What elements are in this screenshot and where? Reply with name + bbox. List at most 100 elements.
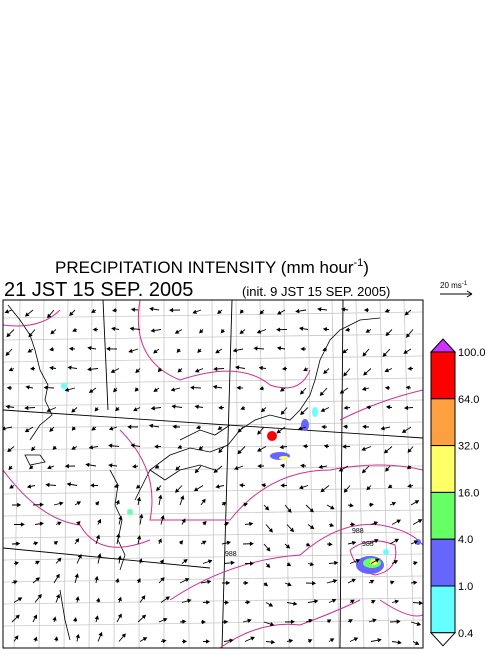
- wind-arrow: [174, 329, 183, 334]
- domain-lines: [3, 300, 423, 648]
- wind-arrow: [169, 307, 181, 313]
- wind-arrow: [34, 521, 45, 526]
- wind-arrow: [342, 348, 349, 354]
- wind-arrow: [139, 513, 144, 525]
- wind-arrow: [215, 484, 225, 489]
- wind-arrow: [24, 405, 36, 411]
- wind-arrow: [25, 385, 34, 390]
- wind-arrow: [64, 463, 76, 469]
- wind-arrow: [46, 407, 57, 413]
- wind-arrow: [128, 348, 139, 353]
- wind-arrow: [401, 426, 412, 433]
- colorbar-segment: [430, 491, 456, 540]
- wind-arrow: [94, 407, 99, 412]
- rain-cell: [301, 419, 309, 431]
- wind-arrow: [72, 327, 78, 332]
- wind-arrow: [412, 561, 418, 566]
- wind-arrow: [410, 540, 419, 545]
- wind-arrow: [300, 346, 307, 352]
- wind-arrow: [135, 484, 141, 489]
- wind-arrow: [383, 446, 393, 454]
- wind-arrow: [410, 580, 418, 585]
- wind-arrow: [33, 636, 38, 642]
- wind-arrow: [95, 534, 101, 545]
- wind-arrow: [244, 561, 255, 566]
- colorbar-segment: [430, 445, 456, 493]
- wind-arrow: [200, 619, 206, 625]
- wind-arrow: [28, 329, 36, 338]
- wind-arrow: [389, 619, 401, 624]
- wind-arrow: [218, 446, 225, 454]
- wind-arrow: [323, 444, 330, 449]
- wind-arrow: [127, 424, 139, 430]
- wind-arrow: [265, 524, 273, 533]
- wind-arrow: [295, 308, 307, 314]
- wind-arrow: [154, 444, 162, 449]
- wind-arrow: [32, 577, 40, 584]
- wind-arrow: [363, 307, 370, 313]
- colorbar-segment: [430, 585, 456, 634]
- wind-arrow: [370, 558, 380, 564]
- wind-arrow: [276, 426, 286, 434]
- wind-arrow: [284, 582, 292, 587]
- wind-arrow: [300, 407, 309, 416]
- wind-arrow: [202, 639, 211, 644]
- wind-arrow: [54, 636, 59, 642]
- wind-arrow: [199, 329, 204, 334]
- wind-arrow: [286, 638, 294, 644]
- rain-cell: [61, 383, 67, 389]
- colorbar-label: 32.0: [458, 441, 479, 453]
- wind-arrow: [221, 619, 229, 625]
- wind-arrow: [158, 494, 163, 506]
- rain-cell: [127, 509, 133, 515]
- valid-time: 21 JST 15 SEP. 2005: [4, 279, 193, 301]
- wind-arrow: [117, 596, 122, 603]
- wind-arrow: [3, 426, 13, 431]
- wind-arrow: [404, 309, 412, 316]
- wind-arrow: [322, 327, 330, 332]
- wind-arrow: [276, 327, 288, 332]
- title-close: ): [363, 258, 369, 277]
- wind-arrow: [160, 514, 165, 525]
- wind-arrow: [302, 444, 309, 449]
- wind-arrow: [97, 631, 103, 642]
- wind-arrow: [298, 326, 309, 331]
- wind-arrow: [197, 348, 202, 354]
- wind-arrow: [343, 405, 351, 410]
- title-exponent: -1: [354, 257, 364, 269]
- wind-arrow: [71, 407, 78, 413]
- wind-arrow: [158, 577, 165, 584]
- wind-arrow: [13, 635, 19, 642]
- wind-arrow: [223, 638, 234, 643]
- wind-arrow: [258, 365, 267, 371]
- wind-arrow: [244, 521, 254, 527]
- wind-arrow: [368, 579, 375, 584]
- wind-arrow: [242, 618, 252, 623]
- wind-arrow: [239, 329, 246, 335]
- wind-arrow: [175, 485, 183, 493]
- wind-arrow: [200, 579, 212, 585]
- wind-arrow: [318, 464, 328, 469]
- wind-arrow: [177, 368, 183, 373]
- wind-arrow: [370, 600, 376, 604]
- wind-arrows: [3, 306, 423, 645]
- wind-arrow: [195, 425, 202, 430]
- wind-arrow: [9, 484, 15, 489]
- wind-arrow: [242, 541, 254, 546]
- wind-arrow: [322, 347, 328, 352]
- wind-arrow: [11, 580, 18, 585]
- wind-arrow: [368, 502, 374, 508]
- wind-arrow: [6, 329, 15, 338]
- wind-arrow: [6, 385, 13, 391]
- wind-arrow: [13, 561, 20, 566]
- wind-arrow: [349, 522, 356, 527]
- wind-arrow: [362, 424, 370, 429]
- wind-arrow: [221, 580, 231, 586]
- wind-arrow: [261, 483, 267, 488]
- wind-arrow: [175, 465, 181, 471]
- wind-arrow: [47, 465, 55, 470]
- wind-arrow: [190, 385, 202, 390]
- wind-arrow: [242, 502, 249, 507]
- wind-arrow: [307, 524, 315, 530]
